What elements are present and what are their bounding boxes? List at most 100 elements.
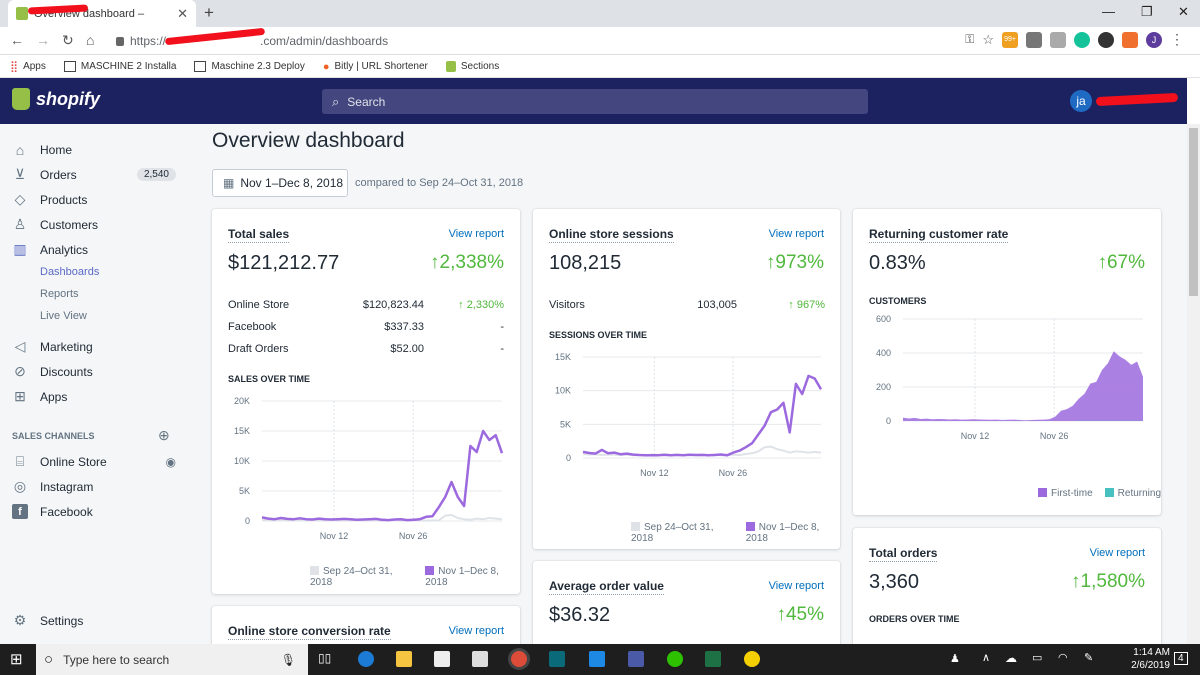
change-value: 67%	[1106, 252, 1145, 273]
bookmark-bitly[interactable]: ● Bitly | URL Shortener	[323, 61, 428, 73]
store-icon[interactable]	[472, 651, 488, 667]
view-report-link[interactable]: View report	[448, 625, 504, 637]
bookmark-maschine-deploy[interactable]: Maschine 2.3 Deploy	[194, 61, 305, 72]
returning-customer-rate-card: Returning customer rate 0.83% ↑67% CUSTO…	[853, 209, 1161, 515]
extension-puzzle-icon[interactable]	[1050, 31, 1066, 48]
extension-badge-icon[interactable]: 99+	[1002, 31, 1018, 48]
bookmark-maschine-install[interactable]: MASCHINE 2 Installa	[63, 61, 176, 72]
view-report-link[interactable]: View report	[768, 580, 824, 592]
row-change-value: 2,330%	[466, 299, 504, 311]
returning-rate-change: ↑67%	[1097, 252, 1145, 274]
aov-change: ↑45%	[776, 604, 824, 626]
windows-start-icon[interactable]: ⊞	[10, 651, 23, 668]
taskbar-search-input[interactable]: ○ Type here to search 🎙	[36, 644, 308, 675]
sidebar-item-online-store[interactable]: ⌸ Online Store ◉	[12, 453, 176, 469]
url-bar[interactable]: https:// .com/admin/dashboards	[106, 29, 980, 53]
sidebar-subitem-live-view[interactable]: Live View	[40, 310, 87, 322]
maximize-icon[interactable]: ❐	[1141, 4, 1153, 19]
sidebar-item-home[interactable]: ⌂ Home	[12, 142, 176, 158]
file-explorer-icon[interactable]	[396, 651, 412, 667]
sidebar-item-discounts[interactable]: ⊘ Discounts	[12, 363, 176, 379]
sessions-value: 108,215	[549, 252, 622, 274]
windows-taskbar: ⊞ ○ Type here to search 🎙 ▯▯ ♟ ∧ ☁ ▭ ◠ ✎…	[0, 644, 1200, 675]
back-icon[interactable]: ←	[10, 32, 24, 48]
sidebar-item-marketing[interactable]: ◁ Marketing	[12, 338, 176, 354]
add-channel-icon[interactable]: ⊕	[158, 427, 170, 443]
sidebar-item-analytics[interactable]: ▥ Analytics	[12, 241, 176, 257]
sidebar-item-products[interactable]: ◇ Products	[12, 191, 176, 207]
app-icon[interactable]	[589, 651, 605, 667]
sidebar-subitem-reports[interactable]: Reports	[40, 288, 79, 300]
home-page-icon[interactable]: ⌂	[86, 32, 95, 48]
bookmark-sections[interactable]: Sections	[445, 61, 499, 72]
date-range-picker[interactable]: ▦ Nov 1–Dec 8, 2018	[212, 169, 348, 197]
sidebar-item-facebook[interactable]: f Facebook	[12, 504, 176, 519]
norton-icon[interactable]	[744, 651, 760, 667]
cortana-circle-icon: ○	[44, 651, 54, 668]
reload-icon[interactable]: ↻	[62, 32, 74, 48]
sidebar-item-settings[interactable]: ⚙ Settings	[12, 612, 176, 628]
sidebar-item-orders[interactable]: ⊻ Orders 2,540	[12, 166, 176, 182]
new-tab-icon[interactable]: +	[204, 3, 214, 22]
shopify-logo[interactable]: shopify	[12, 88, 100, 110]
bookmark-apps[interactable]: ⣿ Apps	[10, 60, 46, 73]
sidebar-subitem-dashboards[interactable]: Dashboards	[40, 266, 100, 278]
tab-close-icon[interactable]: ✕	[177, 5, 188, 21]
window-close-icon[interactable]: ✕	[1178, 4, 1189, 19]
wechat-icon[interactable]	[667, 651, 683, 667]
chrome-icon[interactable]	[511, 651, 527, 667]
up-arrow-icon: ↑	[765, 252, 776, 273]
people-icon[interactable]: ♟	[950, 653, 960, 665]
view-report-link[interactable]: View report	[768, 228, 824, 240]
scrollbar-thumb[interactable]	[1189, 128, 1198, 296]
profile-avatar[interactable]: J	[1146, 31, 1162, 48]
extension-code-icon[interactable]	[1026, 31, 1042, 48]
app-icon[interactable]	[628, 651, 644, 667]
sidebar-item-customers[interactable]: ♙ Customers	[12, 216, 176, 232]
total-orders-value: 3,360	[869, 571, 920, 593]
forward-icon[interactable]: →	[36, 32, 50, 48]
notifications-icon[interactable]: 4	[1174, 652, 1188, 665]
cloud-icon[interactable]: ☁	[1005, 651, 1017, 665]
microphone-icon[interactable]: 🎙	[280, 652, 296, 667]
bookmark-star-icon[interactable]: ☆	[982, 31, 994, 47]
excel-icon[interactable]	[705, 651, 721, 667]
view-report-link[interactable]: View report	[1089, 547, 1145, 559]
sidebar-item-apps[interactable]: ⊞ Apps	[12, 388, 176, 404]
mail-icon[interactable]	[434, 651, 450, 667]
extensions-area: ⚿ ☆ 99+ J ⋮	[965, 31, 1184, 48]
browser-tab[interactable]: Overview dashboard – ✕	[8, 0, 196, 27]
bitly-icon: ●	[322, 60, 330, 73]
menu-dots-icon[interactable]: ⋮	[1170, 31, 1184, 47]
up-arrow-icon: ↑	[1071, 571, 1081, 592]
legend-current: Nov 1–Dec 8, 2018	[745, 522, 840, 544]
extension-k-icon[interactable]	[1098, 31, 1114, 48]
view-eye-icon[interactable]: ◉	[165, 454, 176, 469]
y-tick-label: 10K	[234, 456, 250, 466]
sidebar-item-instagram[interactable]: ◎ Instagram	[12, 478, 176, 494]
taskbar-clock[interactable]: 1:14 AM 2/6/2019	[1131, 646, 1170, 672]
minimize-icon[interactable]: —	[1102, 4, 1115, 19]
search-input[interactable]: ⌕ Search	[322, 89, 868, 114]
pen-icon[interactable]: ✎	[1084, 652, 1094, 664]
view-report-link[interactable]: View report	[448, 228, 504, 240]
y-tick-label: 0	[886, 416, 891, 426]
task-view-icon[interactable]: ▯▯	[318, 651, 332, 665]
grammarly-icon[interactable]	[1074, 31, 1090, 48]
app-icon[interactable]	[549, 651, 565, 667]
extension-ds-icon[interactable]	[1122, 31, 1138, 48]
edge-icon[interactable]	[358, 651, 374, 667]
sidebar-item-label: Apps	[40, 389, 68, 404]
wifi-icon[interactable]: ◠	[1058, 652, 1068, 664]
facebook-icon: f	[12, 504, 28, 519]
battery-icon[interactable]: ▭	[1032, 652, 1043, 664]
user-avatar[interactable]: ja	[1070, 90, 1092, 112]
total-sales-change: ↑2,338%	[430, 252, 504, 274]
chart-legend: Sep 24–Oct 31, 2018 Nov 1–Dec 8, 2018	[631, 522, 840, 544]
legend-first-time: First-time	[1038, 488, 1093, 499]
sidebar-item-label: Analytics	[40, 242, 89, 257]
tray-chevron-icon[interactable]: ∧	[982, 652, 991, 664]
total-sales-value: $121,212.77	[228, 252, 340, 274]
key-icon[interactable]: ⚿	[965, 32, 975, 46]
bookmark-label: Bitly | URL Shortener	[334, 61, 428, 72]
